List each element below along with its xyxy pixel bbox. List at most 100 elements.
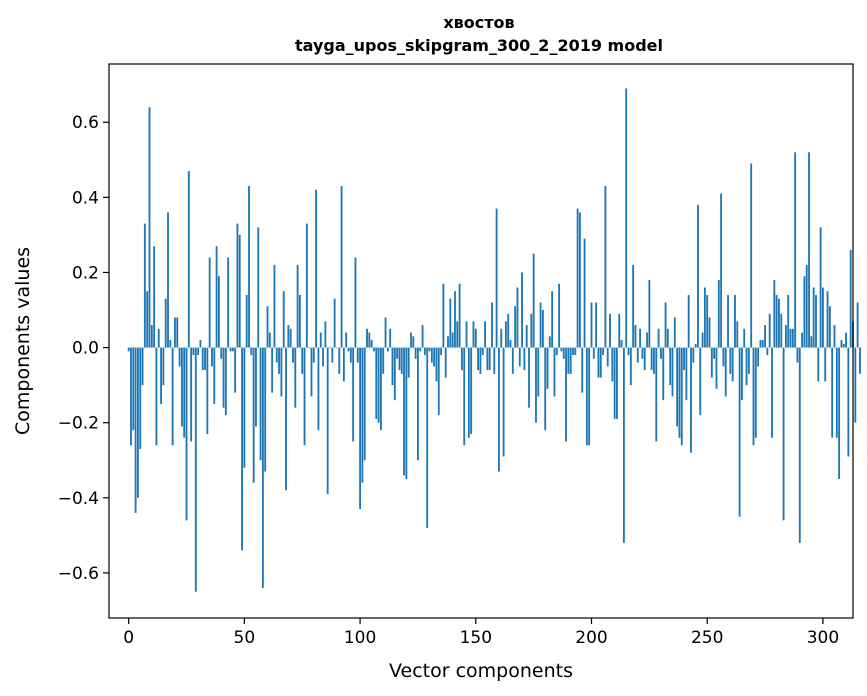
bar-251 xyxy=(708,317,711,348)
bar-62 xyxy=(271,347,274,393)
bar-297 xyxy=(815,294,817,348)
bar-170 xyxy=(521,272,523,348)
bar-238 xyxy=(678,347,681,438)
bar-131 xyxy=(430,347,433,363)
bar-247 xyxy=(699,347,702,416)
bar-160 xyxy=(498,347,500,472)
bar-35 xyxy=(208,257,211,348)
bar-8 xyxy=(146,291,149,348)
bar-19 xyxy=(171,347,174,446)
bar-0 xyxy=(127,347,130,352)
bar-157 xyxy=(491,302,493,348)
bar-41 xyxy=(222,347,225,408)
bar-80 xyxy=(312,347,315,363)
bar-61 xyxy=(268,332,271,348)
bar-53 xyxy=(250,347,253,356)
bar-112 xyxy=(386,347,389,352)
bar-136 xyxy=(442,283,445,348)
bar-58 xyxy=(261,347,264,588)
bar-290 xyxy=(798,347,801,543)
bar-5 xyxy=(139,347,142,449)
bar-282 xyxy=(780,313,783,348)
bar-123 xyxy=(412,336,415,348)
bar-194 xyxy=(576,208,579,348)
x-tick-label: 50 xyxy=(234,628,256,648)
bar-57 xyxy=(259,347,262,461)
bar-277 xyxy=(768,313,771,348)
bar-134 xyxy=(437,347,440,416)
bar-276 xyxy=(766,347,769,356)
bar-270 xyxy=(752,347,755,446)
bar-262 xyxy=(734,294,736,348)
bar-230 xyxy=(660,347,662,359)
chart-title: хвостов xyxy=(443,13,514,32)
bar-301 xyxy=(824,347,827,382)
bar-114 xyxy=(391,347,394,386)
bar-307 xyxy=(838,347,841,480)
bar-295 xyxy=(810,336,813,348)
bar-4 xyxy=(137,347,139,498)
bar-44 xyxy=(229,347,232,352)
bar-200 xyxy=(590,302,593,348)
bar-45 xyxy=(231,347,234,352)
bar-31 xyxy=(199,340,202,348)
bar-214 xyxy=(622,347,625,543)
bar-82 xyxy=(317,347,320,431)
bar-98 xyxy=(354,257,357,348)
bar-132 xyxy=(433,347,436,367)
bar-13 xyxy=(157,328,160,348)
bar-296 xyxy=(812,287,815,348)
bar-69 xyxy=(287,325,290,348)
bar-177 xyxy=(537,347,540,397)
bar-298 xyxy=(817,347,820,382)
bar-289 xyxy=(796,347,799,363)
bar-267 xyxy=(745,347,748,386)
bar-299 xyxy=(819,227,822,348)
bar-50 xyxy=(243,347,246,468)
bar-232 xyxy=(664,302,667,348)
bar-46 xyxy=(234,347,237,393)
bar-37 xyxy=(213,347,216,404)
bar-75 xyxy=(301,347,304,374)
x-axis-label: Vector components xyxy=(389,660,573,682)
bar-268 xyxy=(747,347,750,374)
bar-192 xyxy=(572,347,574,356)
bar-65 xyxy=(278,347,281,374)
bar-127 xyxy=(421,325,424,348)
bar-141 xyxy=(454,291,456,348)
bar-241 xyxy=(685,347,688,401)
bar-18 xyxy=(169,340,172,348)
bar-47 xyxy=(236,223,239,348)
bar-312 xyxy=(849,249,852,348)
bar-304 xyxy=(831,347,834,438)
bar-49 xyxy=(241,347,243,551)
bar-60 xyxy=(266,306,269,348)
bar-198 xyxy=(585,347,588,446)
bar-302 xyxy=(826,291,829,348)
bar-239 xyxy=(680,347,683,446)
bar-291 xyxy=(801,332,804,348)
bar-7 xyxy=(143,223,146,348)
bar-156 xyxy=(488,347,491,371)
bar-294 xyxy=(808,152,810,348)
bar-54 xyxy=(252,347,255,483)
bar-97 xyxy=(352,347,355,442)
bar-153 xyxy=(481,347,484,356)
bar-6 xyxy=(141,347,144,386)
bar-36 xyxy=(211,347,213,367)
bar-259 xyxy=(727,294,729,348)
bar-234 xyxy=(669,347,672,386)
bar-204 xyxy=(599,347,602,378)
bar-186 xyxy=(558,283,561,348)
bar-90 xyxy=(336,347,338,349)
bar-254 xyxy=(715,347,718,389)
bar-122 xyxy=(410,332,412,348)
bar-23 xyxy=(180,347,183,427)
bar-42 xyxy=(224,347,227,416)
bar-28 xyxy=(192,347,195,356)
bar-303 xyxy=(828,306,831,348)
bar-225 xyxy=(648,279,651,348)
y-tick-label: 0.0 xyxy=(72,339,99,359)
bar-173 xyxy=(528,347,530,408)
bar-243 xyxy=(690,347,692,453)
